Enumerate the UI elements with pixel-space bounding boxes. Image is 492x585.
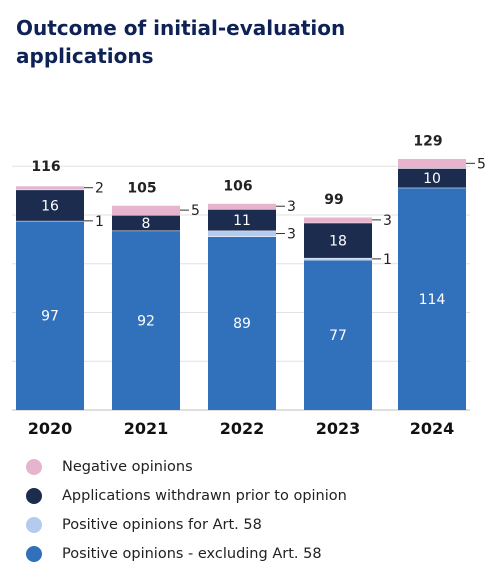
legend-item-positive-excl-art58: Positive opinions - excluding Art. 58 — [26, 539, 347, 568]
x-tick-label: 2024 — [410, 419, 455, 438]
legend-item-withdrawn: Applications withdrawn prior to opinion — [26, 481, 347, 510]
x-tick-label: 2020 — [28, 419, 73, 438]
bar-segment — [304, 216, 372, 223]
total-label: 129 — [413, 133, 442, 149]
x-tick-label: 2022 — [220, 419, 265, 438]
total-label: 106 — [223, 178, 252, 194]
legend-swatch — [26, 545, 42, 562]
bar-segment — [398, 158, 466, 169]
total-label: 116 — [31, 159, 60, 175]
bar-segment — [304, 259, 372, 410]
data-label: 5 — [477, 156, 486, 172]
bar-segment — [398, 187, 466, 410]
data-label: 77 — [329, 328, 347, 344]
bar-segment — [112, 205, 180, 215]
data-label: 5 — [191, 203, 200, 219]
data-label: 97 — [41, 308, 59, 324]
legend-label: Negative opinions — [62, 458, 193, 475]
bar-segment — [208, 209, 276, 231]
legend-item-negative-opinions: Negative opinions — [26, 452, 347, 481]
data-label: 18 — [329, 233, 347, 249]
bar-segment — [304, 222, 372, 258]
data-label: 114 — [419, 292, 446, 308]
data-label: 3 — [287, 227, 296, 243]
data-label: 11 — [233, 213, 251, 229]
bar-segment — [16, 185, 84, 190]
legend-label: Positive opinions for Art. 58 — [62, 516, 262, 533]
legend-label: Applications withdrawn prior to opinion — [62, 487, 347, 504]
bar-segment — [16, 220, 84, 410]
data-label: 92 — [137, 313, 155, 329]
bar-segment — [398, 168, 466, 188]
data-label: 8 — [142, 216, 151, 232]
legend-item-positive-art58: Positive opinions for Art. 58 — [26, 510, 347, 539]
legend-swatch — [26, 516, 42, 533]
total-label: 105 — [127, 180, 156, 196]
data-label: 16 — [41, 198, 59, 214]
data-label: 3 — [287, 199, 296, 215]
bar-segment — [112, 230, 180, 410]
data-label: 89 — [233, 316, 251, 332]
legend: Negative opinions Applications withdrawn… — [26, 452, 347, 568]
data-label: 2 — [95, 181, 104, 197]
chart-title: Outcome of initial-evaluation applicatio… — [16, 16, 346, 68]
bar-segment — [16, 189, 84, 221]
x-tick-label: 2023 — [316, 419, 361, 438]
bar-segment — [208, 203, 276, 210]
bar-segment — [208, 236, 276, 410]
legend-swatch — [26, 458, 42, 475]
data-label: 1 — [95, 214, 104, 230]
bar-segment — [112, 215, 180, 231]
total-label: 99 — [324, 192, 343, 208]
data-label: 10 — [423, 171, 441, 187]
bar-segment — [208, 230, 276, 237]
legend-label: Positive opinions - excluding Art. 58 — [62, 545, 322, 562]
x-tick-label: 2021 — [124, 419, 169, 438]
data-label: 3 — [383, 213, 392, 229]
data-label: 1 — [383, 252, 392, 268]
stacked-bar-chart: 9716121162020928510520218911331062022771… — [12, 133, 486, 438]
bar-segment — [304, 257, 372, 260]
legend-swatch — [26, 487, 42, 504]
